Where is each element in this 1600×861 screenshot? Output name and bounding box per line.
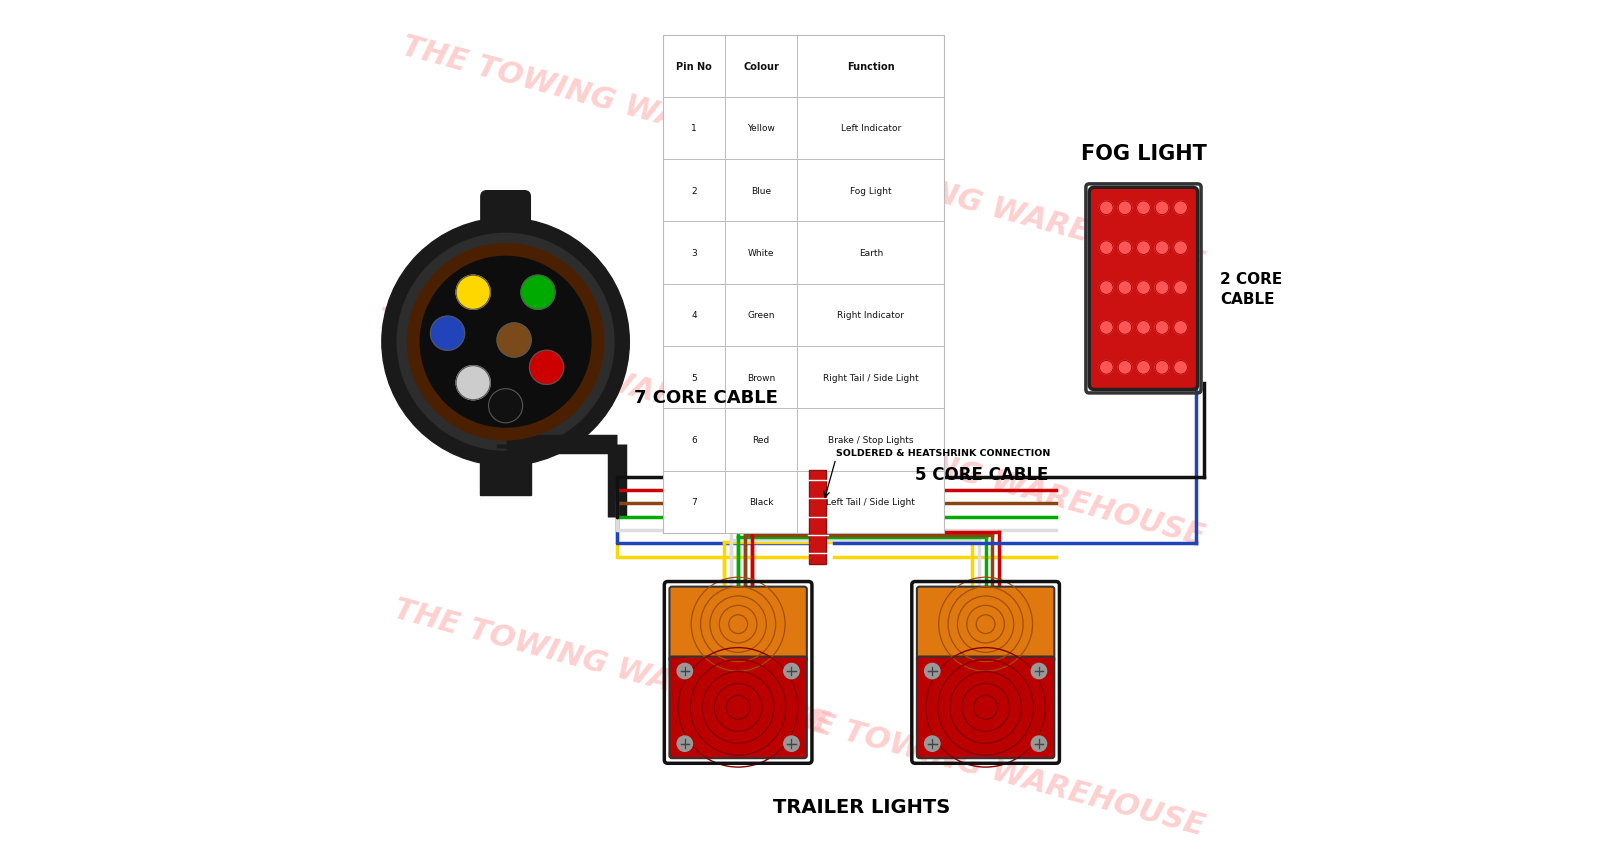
Text: Function: Function <box>846 62 894 71</box>
Text: 6: 6 <box>691 436 698 444</box>
Circle shape <box>1136 201 1150 215</box>
Circle shape <box>1174 321 1187 335</box>
Circle shape <box>1118 282 1131 295</box>
Circle shape <box>1136 321 1150 335</box>
Circle shape <box>1118 201 1131 215</box>
FancyBboxPatch shape <box>669 657 806 759</box>
Circle shape <box>677 664 693 679</box>
Circle shape <box>1155 282 1170 295</box>
Circle shape <box>1155 361 1170 375</box>
Circle shape <box>430 317 464 350</box>
FancyBboxPatch shape <box>590 313 624 371</box>
FancyBboxPatch shape <box>386 313 419 371</box>
FancyBboxPatch shape <box>664 35 944 533</box>
Circle shape <box>1099 242 1114 255</box>
Circle shape <box>421 257 590 428</box>
Text: 2 CORE
CABLE: 2 CORE CABLE <box>1219 272 1282 307</box>
Circle shape <box>784 736 798 752</box>
Text: Left Indicator: Left Indicator <box>840 124 901 133</box>
Text: 5: 5 <box>691 373 698 382</box>
Text: TRAILER LIGHTS: TRAILER LIGHTS <box>773 796 950 815</box>
Text: Yellow: Yellow <box>747 124 774 133</box>
Text: 4: 4 <box>691 311 698 320</box>
Circle shape <box>382 219 629 466</box>
FancyBboxPatch shape <box>917 657 1054 759</box>
Text: THE TOWING WAREHOUSE: THE TOWING WAREHOUSE <box>766 697 1208 840</box>
Circle shape <box>488 389 523 424</box>
Text: THE TOWING WAREHOUSE: THE TOWING WAREHOUSE <box>390 594 832 739</box>
Circle shape <box>1099 201 1114 215</box>
Text: Right Tail / Side Light: Right Tail / Side Light <box>822 373 918 382</box>
Circle shape <box>1032 664 1046 679</box>
FancyBboxPatch shape <box>1090 188 1198 390</box>
Text: FOG LIGHT: FOG LIGHT <box>1080 144 1206 164</box>
Circle shape <box>925 664 939 679</box>
Circle shape <box>522 276 555 310</box>
Circle shape <box>1155 201 1170 215</box>
Text: Right Indicator: Right Indicator <box>837 311 904 320</box>
Circle shape <box>925 736 939 752</box>
Text: 3: 3 <box>691 249 698 257</box>
Text: THE TOWING WAREHOUSE: THE TOWING WAREHOUSE <box>398 32 842 176</box>
Circle shape <box>1099 321 1114 335</box>
Circle shape <box>784 664 798 679</box>
Circle shape <box>1155 321 1170 335</box>
Circle shape <box>1118 361 1131 375</box>
Circle shape <box>1136 242 1150 255</box>
Circle shape <box>1155 242 1170 255</box>
Circle shape <box>530 350 563 385</box>
Circle shape <box>1174 201 1187 215</box>
Text: Brake / Stop Lights: Brake / Stop Lights <box>829 436 914 444</box>
Text: Brown: Brown <box>747 373 776 382</box>
Text: Colour: Colour <box>744 62 779 71</box>
Circle shape <box>456 366 490 400</box>
FancyBboxPatch shape <box>917 587 1054 662</box>
Text: Red: Red <box>752 436 770 444</box>
Text: 7: 7 <box>691 498 698 506</box>
Text: Earth: Earth <box>859 249 883 257</box>
Text: Pin No: Pin No <box>677 62 712 71</box>
Text: Fog Light: Fog Light <box>850 187 891 195</box>
Circle shape <box>677 736 693 752</box>
Circle shape <box>1032 736 1046 752</box>
Text: SOLDERED & HEATSHRINK CONNECTION: SOLDERED & HEATSHRINK CONNECTION <box>835 449 1050 457</box>
Text: Blue: Blue <box>750 187 771 195</box>
FancyBboxPatch shape <box>810 470 827 564</box>
Circle shape <box>1099 282 1114 295</box>
Text: THE TOWING WAREHOUSE: THE TOWING WAREHOUSE <box>766 406 1208 551</box>
Circle shape <box>456 276 490 310</box>
Text: Green: Green <box>747 311 774 320</box>
Circle shape <box>397 234 614 450</box>
Circle shape <box>1174 361 1187 375</box>
Circle shape <box>408 245 603 440</box>
Polygon shape <box>480 432 531 496</box>
FancyBboxPatch shape <box>482 191 530 251</box>
Circle shape <box>1099 361 1114 375</box>
Text: THE TOWING WAREHOUSE: THE TOWING WAREHOUSE <box>373 304 816 449</box>
Text: THE TOWING WAREHOUSE: THE TOWING WAREHOUSE <box>766 133 1208 278</box>
Circle shape <box>1174 282 1187 295</box>
Circle shape <box>1118 242 1131 255</box>
Text: 2: 2 <box>691 187 698 195</box>
Text: 1: 1 <box>691 124 698 133</box>
Text: 5 CORE CABLE: 5 CORE CABLE <box>915 466 1048 483</box>
Text: Black: Black <box>749 498 773 506</box>
Text: 7 CORE CABLE: 7 CORE CABLE <box>634 389 778 406</box>
Circle shape <box>1174 242 1187 255</box>
Circle shape <box>1136 282 1150 295</box>
Text: White: White <box>747 249 774 257</box>
Circle shape <box>1136 361 1150 375</box>
Circle shape <box>1118 321 1131 335</box>
Circle shape <box>498 324 531 357</box>
Text: Left Tail / Side Light: Left Tail / Side Light <box>826 498 915 506</box>
FancyBboxPatch shape <box>669 587 806 662</box>
